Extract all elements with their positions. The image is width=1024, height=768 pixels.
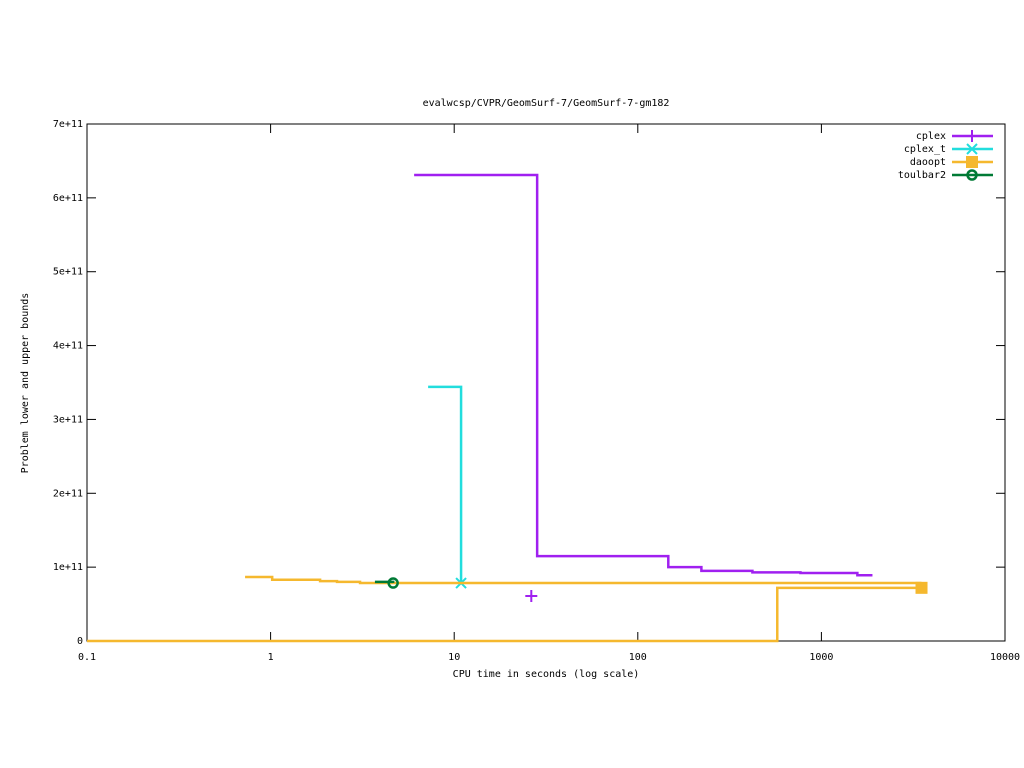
marker xyxy=(387,577,399,589)
x-tick-label: 100 xyxy=(629,652,647,663)
marker xyxy=(525,589,538,602)
series-line xyxy=(374,580,395,584)
y-tick-label: 4e+11 xyxy=(53,341,83,352)
legend-label: daoopt xyxy=(910,157,946,168)
series-line xyxy=(428,385,463,584)
marker xyxy=(966,169,978,181)
x-tick-label: 1 xyxy=(268,652,274,663)
marker xyxy=(966,156,978,168)
marker xyxy=(966,143,978,155)
y-tick-label: 2e+11 xyxy=(53,488,83,499)
y-tick-label: 0 xyxy=(77,636,83,647)
y-axis-label: Problem lower and upper bounds xyxy=(20,293,31,474)
y-tick-label: 6e+11 xyxy=(53,193,83,204)
y-tick-label: 5e+11 xyxy=(53,267,83,278)
chart-title: evalwcsp/CVPR/GeomSurf-7/GeomSurf-7-gm18… xyxy=(423,98,670,109)
y-tick-label: 1e+11 xyxy=(53,562,83,573)
legend-label: toulbar2 xyxy=(898,170,946,181)
marker xyxy=(966,130,978,142)
plot-frame xyxy=(86,123,1006,642)
y-tick-label: 3e+11 xyxy=(53,414,83,425)
y-tick-label: 7e+11 xyxy=(53,119,83,130)
x-axis-label: CPU time in seconds (log scale) xyxy=(453,669,640,680)
series-line xyxy=(87,575,922,643)
x-tick-label: 1000 xyxy=(809,652,833,663)
x-tick-label: 10 xyxy=(448,652,460,663)
legend-label: cplex xyxy=(916,131,946,142)
series-line xyxy=(414,173,873,598)
marker xyxy=(915,581,928,594)
x-tick-label: 10000 xyxy=(990,652,1020,663)
x-tick-label: 0.1 xyxy=(78,652,96,663)
legend-label: cplex_t xyxy=(904,144,946,155)
